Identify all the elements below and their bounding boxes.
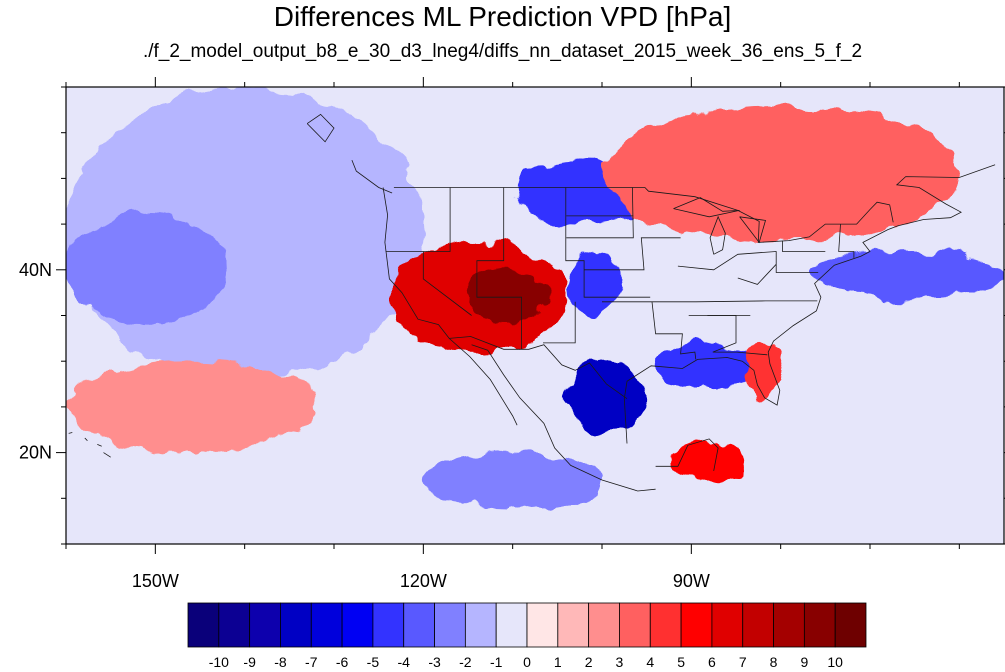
border-line bbox=[739, 216, 767, 244]
colorbar-box bbox=[773, 602, 805, 648]
colorbar-label: -6 bbox=[336, 654, 349, 670]
border-line bbox=[393, 187, 894, 243]
colorbar-label: -8 bbox=[274, 654, 287, 670]
border-line bbox=[602, 300, 818, 303]
colorbar-label: -4 bbox=[398, 654, 411, 670]
colorbar bbox=[187, 602, 867, 648]
field-region-pacific-blue-band bbox=[66, 214, 227, 325]
border-line bbox=[584, 237, 681, 271]
field-region-central-plains-blue bbox=[566, 251, 620, 316]
border-line bbox=[382, 187, 518, 426]
colorbar-box bbox=[187, 602, 220, 648]
colorbar-box bbox=[711, 602, 744, 648]
field-region-texas-mexico-darkblue bbox=[566, 361, 647, 435]
colorbar-label: 6 bbox=[708, 654, 716, 670]
border-line bbox=[422, 251, 472, 316]
field-region-florida-red bbox=[744, 342, 781, 398]
colorbar-box bbox=[495, 602, 528, 648]
border-line bbox=[103, 452, 111, 458]
border-line bbox=[782, 240, 826, 252]
axis-tick-labels: 150W 120W 90W 40N 20N bbox=[19, 260, 710, 591]
map-subtitle: ./f_2_model_output_b8_e_30_d3_lneg4/diff… bbox=[142, 41, 863, 62]
plot-area bbox=[66, 87, 1004, 544]
colorbar-label: -7 bbox=[305, 654, 318, 670]
colorbar-box bbox=[742, 602, 774, 648]
field-region-tropical-blue bbox=[423, 452, 602, 508]
colorbar-label: 1 bbox=[554, 654, 562, 670]
colorbar-labels: -10 -9 -8 -7 -6 -5 -4 -3 -2 -1 0 1 2 3 4 5 6 7 8 9 10 bbox=[209, 654, 843, 670]
colorbar-label: 10 bbox=[827, 654, 843, 670]
colorbar-label: 5 bbox=[677, 654, 685, 670]
border-line bbox=[471, 344, 656, 492]
border-line bbox=[565, 187, 651, 298]
colorbar-label: -1 bbox=[490, 654, 503, 670]
field-region-gulf-coast-blue bbox=[655, 342, 763, 389]
colorbar-box bbox=[310, 602, 343, 648]
colorbar-label: -9 bbox=[243, 654, 256, 670]
colorbar-box bbox=[649, 602, 682, 648]
colorbar-label: -3 bbox=[428, 654, 441, 670]
colorbar-label: 0 bbox=[523, 654, 531, 670]
border-line bbox=[543, 301, 576, 344]
y-tick-label: 40N bbox=[19, 260, 52, 280]
colorbar-label: 7 bbox=[739, 654, 747, 670]
colorbar-label: 2 bbox=[585, 654, 593, 670]
border-line bbox=[838, 224, 855, 258]
colorbar-box bbox=[834, 602, 867, 648]
x-tick-label: 150W bbox=[132, 571, 179, 591]
border-line bbox=[623, 164, 996, 444]
field-region-caribbean-red bbox=[673, 443, 745, 481]
colorbar-label: -10 bbox=[209, 654, 229, 670]
colorbar-label: -5 bbox=[367, 654, 380, 670]
colorbar-box bbox=[218, 602, 251, 648]
colorbar-box bbox=[372, 602, 405, 648]
border-line bbox=[709, 215, 726, 255]
border-line bbox=[449, 336, 628, 400]
field-region-pacific-red-south bbox=[66, 361, 317, 453]
colorbar-box bbox=[588, 602, 620, 648]
colorbar-box bbox=[464, 602, 497, 648]
border-line bbox=[651, 301, 697, 360]
border-line bbox=[84, 437, 88, 441]
colorbar-box bbox=[526, 602, 559, 648]
colorbar-box bbox=[803, 602, 836, 648]
border-line bbox=[476, 187, 522, 350]
border-line bbox=[566, 187, 634, 239]
country-state-borders bbox=[68, 113, 996, 492]
border-line bbox=[68, 432, 73, 434]
map-title: Differences ML Prediction VPD [hPa] bbox=[273, 1, 732, 32]
border-line bbox=[351, 159, 393, 194]
colorbar-box bbox=[557, 602, 590, 648]
x-tick-label: 120W bbox=[400, 571, 447, 591]
border-line bbox=[385, 187, 451, 252]
colorbar-label: 9 bbox=[800, 654, 808, 670]
border-line bbox=[677, 251, 819, 273]
colorbar-box bbox=[249, 602, 281, 648]
border-line bbox=[737, 264, 777, 285]
colorbar-label: 4 bbox=[646, 654, 654, 670]
colorbar-label: -2 bbox=[459, 654, 472, 670]
border-line bbox=[673, 197, 740, 218]
colorbar-label: 8 bbox=[770, 654, 778, 670]
field-region-canada-red bbox=[602, 105, 960, 243]
colorbar-box bbox=[680, 602, 713, 648]
border-line bbox=[97, 444, 102, 447]
colorbar-label: 3 bbox=[616, 654, 624, 670]
colorbar-box bbox=[619, 602, 651, 648]
border-line bbox=[655, 438, 719, 471]
colorbar-box bbox=[280, 602, 312, 648]
colorbar-box bbox=[434, 602, 466, 648]
colorbar-box bbox=[403, 602, 435, 648]
border-line bbox=[306, 113, 335, 143]
field-region-atlantic-blue bbox=[816, 251, 1004, 298]
colorbar-box bbox=[341, 602, 374, 648]
y-tick-label: 20N bbox=[19, 443, 52, 463]
x-tick-label: 90W bbox=[673, 571, 710, 591]
